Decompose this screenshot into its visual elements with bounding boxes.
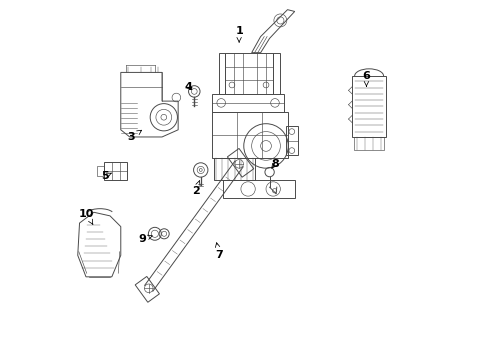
Text: 10: 10	[79, 209, 94, 224]
Text: 8: 8	[270, 159, 278, 169]
Text: 1: 1	[235, 26, 243, 42]
Text: 7: 7	[215, 243, 223, 260]
Bar	[353, 137, 384, 149]
Text: 9: 9	[138, 234, 152, 244]
Text: 3: 3	[127, 130, 142, 142]
Text: 6: 6	[362, 71, 369, 86]
Text: 2: 2	[192, 180, 200, 196]
Bar	[97, 166, 104, 176]
Text: 5: 5	[101, 171, 111, 181]
Text: 4: 4	[184, 82, 192, 92]
